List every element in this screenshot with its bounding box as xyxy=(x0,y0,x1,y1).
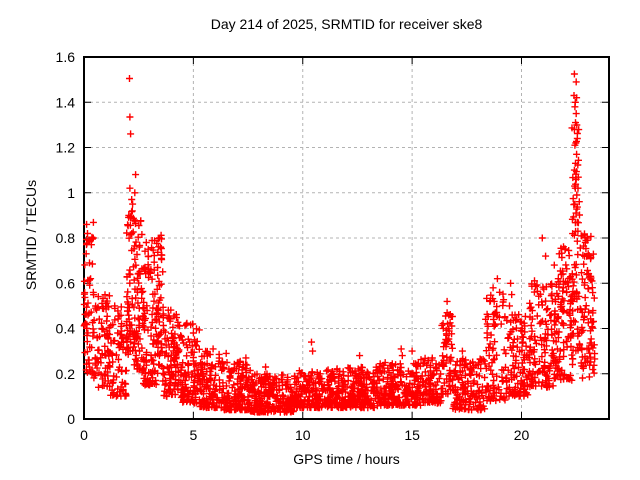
svg-text:15: 15 xyxy=(404,427,420,443)
svg-text:0: 0 xyxy=(67,411,75,427)
svg-text:5: 5 xyxy=(189,427,197,443)
svg-text:1.2: 1.2 xyxy=(56,140,76,156)
svg-text:0: 0 xyxy=(80,427,88,443)
chart-title: Day 214 of 2025, SRMTID for receiver ske… xyxy=(210,16,483,32)
y-axis-label: SRMTID / TECUs xyxy=(23,179,39,291)
y-tick-labels: 0 0.2 0.4 0.6 0.8 1 1.2 1.4 1.6 xyxy=(56,49,76,427)
x-tick-labels: 0 5 10 15 20 xyxy=(80,427,529,443)
plot-border xyxy=(83,56,610,420)
x-axis-label: GPS time / hours xyxy=(293,451,400,467)
svg-text:0.6: 0.6 xyxy=(56,275,76,291)
scatter-points xyxy=(80,70,599,416)
svg-text:1.4: 1.4 xyxy=(56,94,76,110)
svg-text:20: 20 xyxy=(514,427,530,443)
svg-text:0.2: 0.2 xyxy=(56,366,76,382)
svg-text:0.4: 0.4 xyxy=(56,321,76,337)
svg-text:1: 1 xyxy=(67,185,75,201)
svg-text:0.8: 0.8 xyxy=(56,230,76,246)
svg-text:1.6: 1.6 xyxy=(56,49,76,65)
svg-text:10: 10 xyxy=(295,427,311,443)
